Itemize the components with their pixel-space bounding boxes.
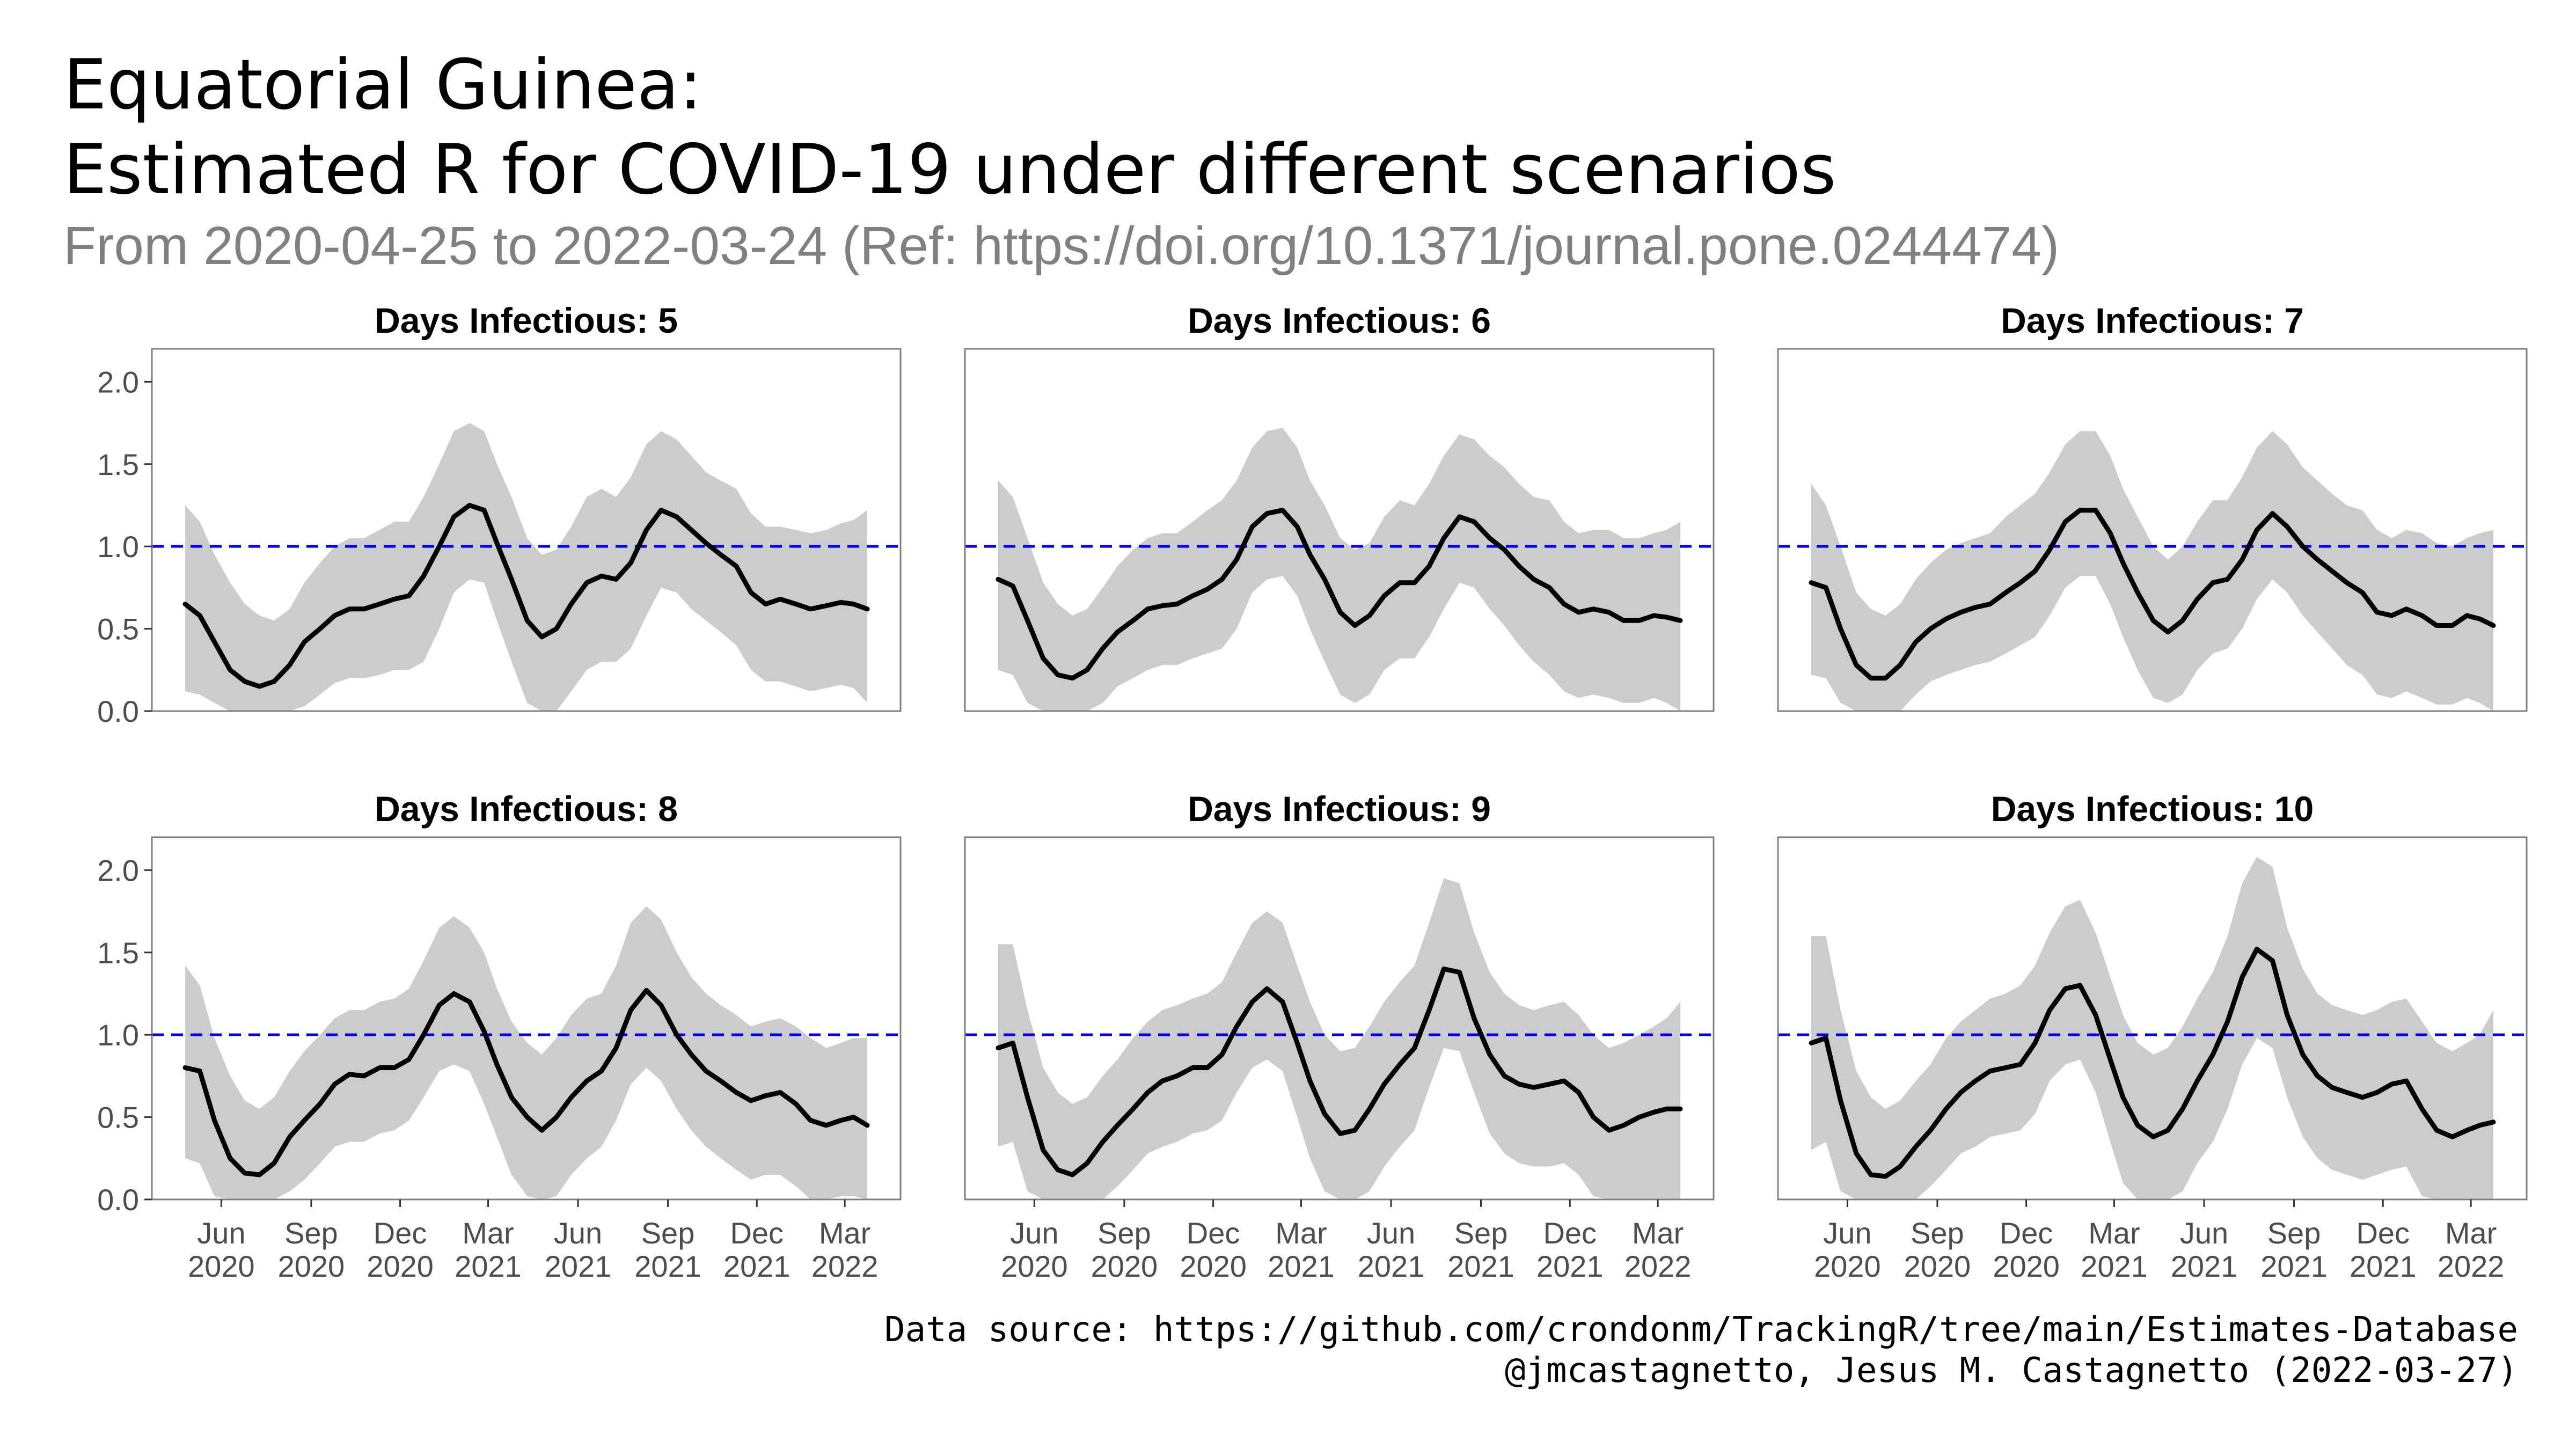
panel-border [964, 836, 1715, 1201]
facet-panel: Days Infectious: 5 0.0 0.5 1.0 1.5 2.0 [97, 301, 902, 728]
panel-border [964, 348, 1715, 712]
confidence-ribbon [1811, 431, 2493, 711]
x-tick-label-month: Sep [1911, 1216, 1964, 1250]
facet-title: Days Infectious: 9 [1188, 789, 1491, 829]
facet-panel: Days Infectious: 7 [1777, 301, 2528, 712]
x-tick-label-year: 2020 [278, 1249, 345, 1283]
y-tick-label: 2.0 [97, 853, 139, 887]
x-tick-label-year: 2020 [1904, 1249, 1971, 1283]
r-estimate-line [182, 503, 870, 689]
x-tick-label-year: 2021 [2081, 1249, 2148, 1283]
x-tick-label-year: 2020 [367, 1249, 434, 1283]
x-tick-label-year: 2020 [188, 1249, 255, 1283]
panel-border [151, 836, 902, 1201]
x-tick-label-year: 2020 [1001, 1249, 1068, 1283]
facet-title: Days Infectious: 8 [375, 789, 678, 829]
x-tick-label-year: 2021 [2171, 1249, 2238, 1283]
chart-subtitle: From 2020-04-25 to 2022-03-24 (Ref: http… [63, 216, 2060, 276]
panel-border [1777, 836, 2528, 1201]
x-tick-label-year: 2021 [545, 1249, 612, 1283]
chart-title: Equatorial Guinea: Estimated R for COVID… [63, 43, 1836, 213]
facet-panel: Days Infectious: 6 [964, 301, 1715, 712]
chart-caption: Data source: https://github.com/crondonm… [884, 1309, 2518, 1391]
y-tick-label: 0.5 [97, 1101, 139, 1135]
x-tick-label-year: 2022 [2438, 1249, 2505, 1283]
x-tick-label-month: Sep [641, 1216, 695, 1250]
x-tick-label-year: 2020 [1814, 1249, 1881, 1283]
x-tick-label-month: Dec [2000, 1216, 2053, 1250]
x-tick-label-year: 2021 [1268, 1249, 1335, 1283]
panel-border [1777, 348, 2528, 712]
facet-panel: Days Infectious: 9Jun2020Sep2020Dec2020M… [964, 789, 1715, 1283]
confidence-ribbon [1811, 857, 2493, 1199]
x-tick-label-year: 2022 [811, 1249, 879, 1283]
y-tick-label: 2.0 [97, 365, 139, 399]
x-tick-label-year: 2021 [1358, 1249, 1425, 1283]
chart-title-line-2: Estimated R for COVID-19 under different… [63, 130, 1836, 210]
r-estimate-line [1809, 508, 2496, 681]
r-estimate-line [182, 987, 870, 1177]
facet-title: Days Infectious: 6 [1188, 301, 1491, 340]
x-tick-label-year: 2021 [1536, 1249, 1604, 1283]
x-tick-label-month: Mar [819, 1216, 870, 1250]
r-estimate-line [996, 508, 1683, 681]
author-caption: @jmcastagnetto, Jesus M. Castagnetto (20… [1504, 1351, 2518, 1391]
x-tick-label-month: Jun [1367, 1216, 1415, 1250]
x-tick-label-month: Jun [554, 1216, 602, 1250]
x-tick-label-month: Dec [2356, 1216, 2410, 1250]
x-tick-label-year: 2021 [723, 1249, 791, 1283]
x-tick-label-year: 2021 [634, 1249, 701, 1283]
x-tick-label-month: Jun [1010, 1216, 1058, 1250]
r-estimate-line [996, 967, 1683, 1177]
facet-panel: Days Infectious: 10Jun2020Sep2020Dec2020… [1777, 789, 2528, 1283]
facet-panel: Days Infectious: 80.00.51.01.52.0Jun2020… [97, 789, 902, 1283]
x-tick-label-year: 2020 [1091, 1249, 1158, 1283]
x-tick-label-month: Mar [2445, 1216, 2497, 1250]
x-tick-label-year: 2021 [2350, 1249, 2417, 1283]
confidence-ribbon [185, 423, 867, 711]
x-tick-label-month: Sep [1454, 1216, 1508, 1250]
x-tick-label-month: Mar [1275, 1216, 1327, 1250]
facet-title: Days Infectious: 5 [375, 301, 678, 340]
y-tick-label: 0.5 [97, 612, 139, 646]
x-tick-label-month: Jun [2180, 1216, 2228, 1250]
x-tick-label-month: Jun [197, 1216, 245, 1250]
confidence-ribbon [998, 878, 1680, 1199]
chart-title-line-1: Equatorial Guinea: [63, 45, 702, 125]
confidence-ribbon [185, 906, 867, 1199]
y-tick-label: 1.5 [97, 448, 139, 481]
x-tick-label-year: 2021 [2260, 1249, 2328, 1283]
x-tick-label-month: Dec [374, 1216, 427, 1250]
x-tick-label-month: Dec [1543, 1216, 1597, 1250]
y-tick-label: 1.0 [97, 1018, 139, 1052]
x-tick-label-month: Sep [2267, 1216, 2321, 1250]
y-tick-label: 1.0 [97, 530, 139, 564]
x-tick-label-month: Sep [1097, 1216, 1151, 1250]
x-tick-label-year: 2020 [1180, 1249, 1247, 1283]
x-tick-label-year: 2020 [1993, 1249, 2060, 1283]
facet-title: Days Infectious: 7 [2001, 301, 2304, 340]
y-tick-label: 0.0 [97, 1183, 139, 1217]
y-tick-label: 1.5 [97, 936, 139, 970]
x-tick-label-month: Jun [1823, 1216, 1871, 1250]
y-tick-label: 0.0 [97, 694, 139, 728]
x-tick-label-month: Dec [730, 1216, 784, 1250]
x-tick-label-month: Sep [284, 1216, 338, 1250]
x-tick-label-month: Mar [1632, 1216, 1684, 1250]
x-tick-label-month: Mar [462, 1216, 514, 1250]
x-tick-label-year: 2021 [1447, 1249, 1514, 1283]
x-tick-label-month: Mar [2088, 1216, 2140, 1250]
x-tick-label-month: Dec [1187, 1216, 1240, 1250]
panel-border [151, 348, 902, 712]
data-source-caption: Data source: https://github.com/crondonm… [884, 1310, 2518, 1350]
facet-title: Days Infectious: 10 [1991, 789, 2314, 829]
x-tick-label-year: 2021 [455, 1249, 522, 1283]
x-tick-label-year: 2022 [1624, 1249, 1692, 1283]
confidence-ribbon [998, 428, 1680, 711]
r-estimate-line [1809, 947, 2496, 1179]
